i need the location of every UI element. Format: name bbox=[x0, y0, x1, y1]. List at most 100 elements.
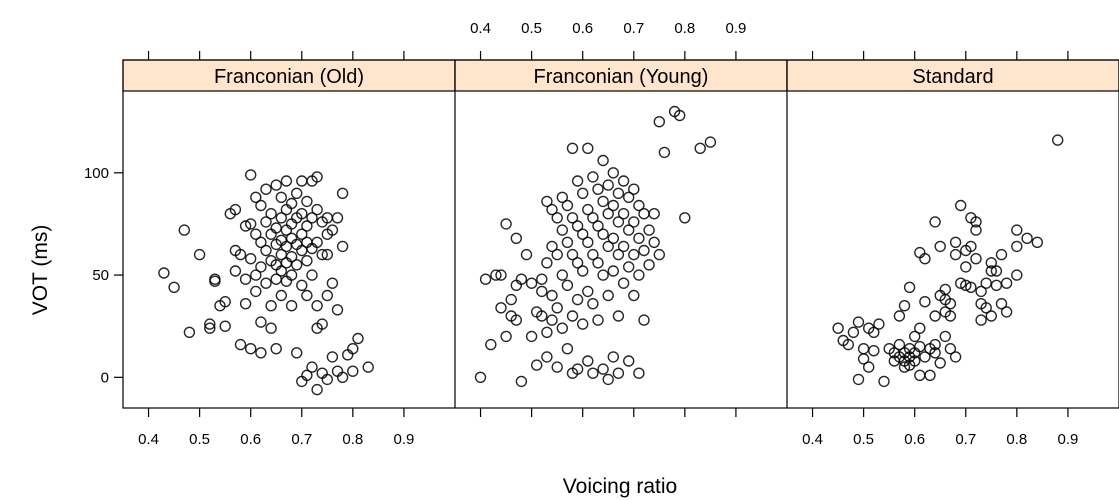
panel-points-2 bbox=[832, 134, 1064, 388]
data-point bbox=[638, 314, 650, 326]
data-point bbox=[1011, 240, 1023, 253]
data-point bbox=[250, 285, 262, 298]
data-point bbox=[674, 109, 686, 122]
data-point bbox=[914, 322, 926, 334]
data-point bbox=[903, 281, 916, 293]
data-point bbox=[648, 236, 660, 249]
data-point bbox=[296, 175, 308, 187]
data-point bbox=[623, 224, 635, 236]
x-tick-label: 0.5 bbox=[189, 431, 210, 448]
data-point bbox=[587, 367, 599, 379]
data-point bbox=[612, 216, 625, 228]
data-point bbox=[280, 175, 293, 187]
x-tick-label: 0.8 bbox=[674, 20, 695, 37]
data-point bbox=[980, 302, 992, 314]
plot-frame bbox=[122, 59, 1119, 409]
data-point bbox=[643, 224, 655, 236]
data-point bbox=[612, 187, 625, 200]
data-point bbox=[638, 244, 650, 257]
data-point bbox=[960, 279, 972, 291]
x-tick-label: 0.6 bbox=[240, 431, 261, 448]
data-point bbox=[602, 240, 614, 253]
data-point bbox=[582, 142, 594, 155]
data-point bbox=[285, 197, 298, 210]
data-point bbox=[582, 355, 594, 367]
data-point bbox=[270, 222, 282, 234]
data-point bbox=[623, 355, 635, 367]
data-point bbox=[965, 240, 977, 253]
strip-label: Franconian (Young) bbox=[534, 66, 709, 88]
data-point bbox=[934, 357, 946, 369]
data-point bbox=[919, 253, 931, 265]
data-point bbox=[250, 228, 262, 240]
data-point bbox=[260, 183, 272, 195]
data-point bbox=[234, 338, 247, 351]
data-point bbox=[219, 320, 231, 332]
data-point bbox=[612, 310, 625, 322]
data-point bbox=[536, 273, 548, 285]
data-point bbox=[842, 338, 854, 351]
data-point bbox=[607, 265, 619, 277]
data-point bbox=[571, 257, 584, 269]
data-point bbox=[633, 199, 645, 212]
data-point bbox=[336, 371, 349, 383]
data-point bbox=[275, 289, 287, 302]
data-point bbox=[291, 347, 303, 359]
data-point bbox=[239, 273, 252, 285]
data-point bbox=[541, 326, 553, 338]
data-point bbox=[878, 375, 890, 388]
data-point bbox=[244, 343, 257, 355]
data-point bbox=[970, 216, 982, 228]
data-point bbox=[898, 361, 911, 373]
data-point bbox=[556, 191, 568, 204]
data-point bbox=[623, 191, 635, 204]
data-point bbox=[965, 281, 977, 293]
data-point bbox=[602, 179, 614, 191]
data-point bbox=[321, 373, 333, 386]
data-point bbox=[500, 330, 512, 343]
x-tick-label: 0.4 bbox=[802, 431, 823, 448]
data-point bbox=[316, 367, 328, 379]
data-point bbox=[229, 265, 242, 277]
data-point bbox=[633, 232, 645, 245]
data-point bbox=[296, 375, 308, 388]
data-point bbox=[551, 248, 563, 261]
data-point bbox=[939, 283, 951, 296]
data-point bbox=[914, 246, 926, 259]
data-point bbox=[597, 154, 609, 167]
data-point bbox=[857, 353, 870, 365]
data-point bbox=[914, 369, 926, 381]
y-tick-label: 100 bbox=[84, 165, 109, 182]
data-point bbox=[934, 240, 946, 253]
data-point bbox=[296, 279, 308, 291]
x-tick-label: 0.7 bbox=[955, 431, 976, 448]
data-point bbox=[653, 115, 665, 128]
data-point bbox=[893, 310, 906, 322]
data-point bbox=[260, 216, 272, 228]
data-point bbox=[510, 314, 522, 326]
data-point bbox=[592, 220, 604, 232]
data-point bbox=[607, 199, 619, 212]
data-point bbox=[536, 310, 548, 322]
data-point bbox=[479, 273, 492, 285]
data-point bbox=[577, 228, 589, 240]
data-point bbox=[275, 248, 287, 261]
data-point bbox=[1000, 277, 1013, 289]
data-point bbox=[893, 338, 906, 351]
data-point bbox=[571, 220, 584, 232]
data-point bbox=[546, 289, 558, 302]
data-point bbox=[326, 277, 339, 289]
data-point bbox=[500, 218, 512, 230]
data-point bbox=[270, 179, 282, 191]
data-point bbox=[556, 322, 568, 334]
data-point bbox=[193, 248, 206, 261]
data-point bbox=[485, 338, 497, 351]
data-point bbox=[924, 369, 936, 381]
data-point bbox=[326, 351, 339, 363]
data-point bbox=[628, 183, 640, 195]
data-point bbox=[301, 255, 313, 267]
data-point bbox=[960, 261, 972, 273]
data-point bbox=[260, 277, 272, 289]
data-point bbox=[995, 248, 1008, 261]
data-point bbox=[306, 212, 318, 224]
